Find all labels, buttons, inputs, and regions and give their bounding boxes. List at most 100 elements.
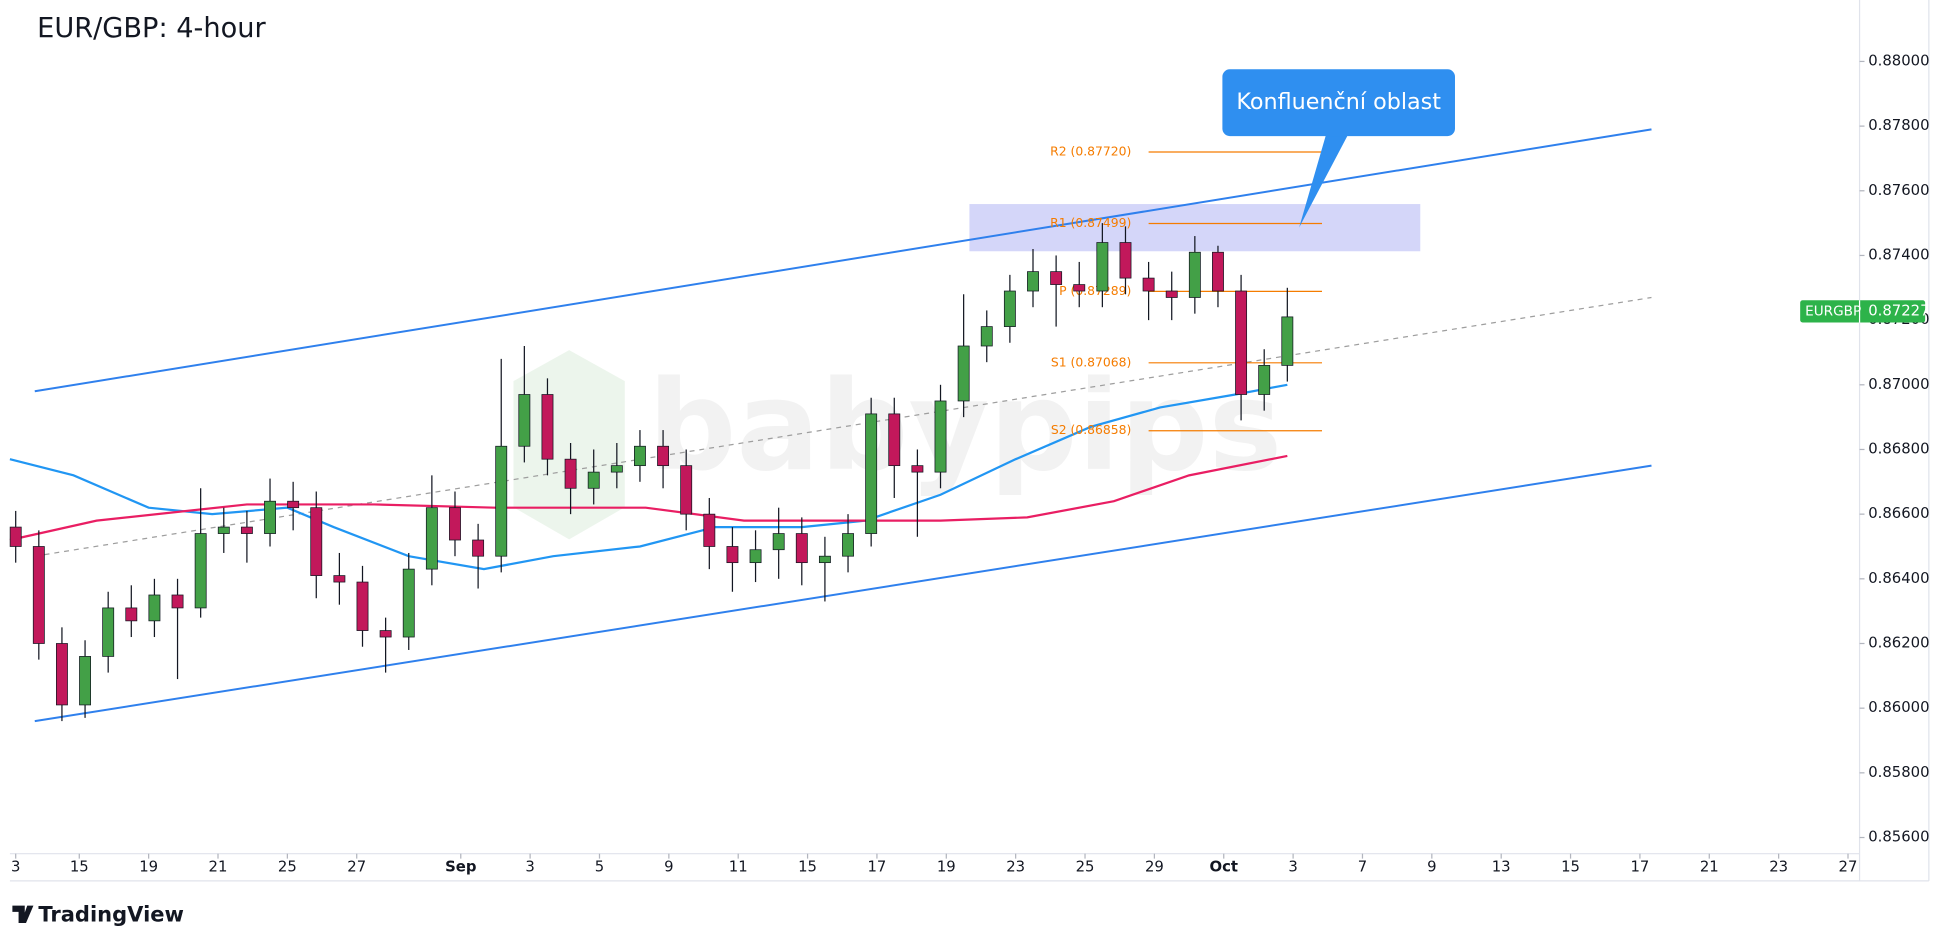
- candle-body: [1096, 242, 1109, 292]
- candle-body: [79, 656, 91, 706]
- x-tick-label: 11: [729, 858, 748, 875]
- candle-body: [957, 345, 970, 402]
- moving-average: [9, 454, 1288, 542]
- last-price-value: 0.87227: [1868, 302, 1929, 319]
- candle-body: [217, 526, 230, 534]
- x-tick-label: 17: [1630, 858, 1649, 875]
- candle-body: [425, 507, 438, 570]
- candle-body: [1119, 242, 1132, 279]
- moving-average: [9, 383, 1288, 571]
- candle-body: [102, 607, 115, 657]
- x-tick-label: 15: [798, 858, 817, 875]
- candle-body: [379, 630, 392, 638]
- y-tick-label: 0.86400: [1868, 570, 1929, 587]
- x-tick-label: 7: [1358, 858, 1367, 875]
- candle-body: [1027, 271, 1039, 292]
- candle-body: [726, 546, 739, 564]
- x-tick-label: 17: [868, 858, 887, 875]
- chart-title: EUR/GBP: 4-hour: [37, 13, 266, 44]
- y-tick-label: 0.87800: [1868, 117, 1929, 134]
- candle-body: [287, 500, 300, 509]
- candle-body: [634, 445, 646, 467]
- candle-body: [1050, 271, 1063, 285]
- candle-body: [9, 526, 22, 547]
- candle-body: [1165, 290, 1178, 298]
- logo-mark: [12, 905, 34, 923]
- x-tick-label: 19: [937, 858, 956, 875]
- y-tick-label: 0.86200: [1868, 634, 1929, 651]
- candle-body: [842, 533, 854, 557]
- x-tick-label: 15: [70, 858, 89, 875]
- candle-body: [240, 526, 253, 534]
- candle-body: [795, 533, 808, 564]
- x-tick-label: 9: [1427, 858, 1436, 875]
- footer-logo: TradingView: [12, 902, 184, 927]
- candle-body: [934, 400, 947, 473]
- channel-line: [34, 464, 1652, 723]
- x-tick-label: 3: [11, 858, 20, 875]
- x-tick-label: 5: [595, 858, 604, 875]
- candle-body: [518, 394, 531, 447]
- candle-body: [449, 507, 461, 541]
- y-tick-label: 0.87400: [1868, 246, 1929, 263]
- x-tick-label: 19: [139, 858, 158, 875]
- y-tick-label: 0.87000: [1868, 376, 1929, 393]
- x-tick-label: 3: [1288, 858, 1297, 875]
- y-tick-label: 0.87600: [1868, 182, 1929, 199]
- x-tick-label: 13: [1492, 858, 1511, 875]
- candle-body: [472, 539, 485, 557]
- candle-body: [1235, 290, 1248, 395]
- x-tick-label: 9: [664, 858, 673, 875]
- candle-body: [55, 643, 68, 706]
- x-tick-label: 3: [525, 858, 534, 875]
- candle-body: [171, 594, 184, 609]
- x-tick-label: 29: [1145, 858, 1164, 875]
- candle-body: [541, 394, 554, 460]
- candle-body: [564, 458, 577, 489]
- candle-body: [888, 413, 901, 467]
- candle-body: [610, 465, 623, 473]
- candle-body: [749, 549, 762, 564]
- candle-body: [865, 413, 878, 534]
- candle-body: [495, 445, 508, 557]
- candle-body: [980, 326, 993, 347]
- candle-body: [818, 555, 831, 564]
- x-tick-label: 25: [278, 858, 297, 875]
- last-price-symbol: EURGBP: [1805, 303, 1861, 319]
- candle-body: [333, 575, 346, 583]
- x-tick-label: 23: [1006, 858, 1025, 875]
- y-tick-label: 0.88000: [1868, 52, 1929, 69]
- y-tick-label: 0.85800: [1868, 764, 1929, 781]
- y-tick-label: 0.86600: [1868, 505, 1929, 522]
- watermark-logo: [513, 350, 625, 540]
- plot-area: R2 (0.87720) R1 (0.87499) P (0.87289) S1 (0…: [9, 128, 1652, 723]
- candle-body: [587, 471, 600, 489]
- callout-box: [1222, 69, 1455, 137]
- candle-body: [1281, 316, 1294, 366]
- candle-body: [911, 465, 924, 473]
- x-tick-label: 27: [347, 858, 366, 875]
- x-tick-label: 27: [1839, 858, 1858, 875]
- candle-body: [402, 568, 415, 638]
- channel-line: [34, 128, 1652, 393]
- x-tick-label: Sep: [445, 858, 476, 875]
- x-tick-label: Oct: [1210, 858, 1238, 875]
- x-tick-label: 23: [1769, 858, 1788, 875]
- x-tick-label: 25: [1076, 858, 1095, 875]
- y-tick-label: 0.86000: [1868, 699, 1929, 716]
- candle-body: [264, 500, 276, 534]
- candle-body: [1073, 284, 1086, 292]
- x-tick-label: 21: [209, 858, 228, 875]
- annotation: Konfluenční oblast: [1236, 89, 1441, 115]
- x-tick-label: 21: [1700, 858, 1719, 875]
- y-tick-label: 0.86800: [1868, 440, 1929, 457]
- x-tick-label: 15: [1561, 858, 1580, 875]
- candle-body: [703, 513, 716, 547]
- y-tick-label: 0.85600: [1868, 829, 1929, 846]
- pivot-label: R2 (0.87720): [1050, 144, 1131, 158]
- pivot-label: S2 (0.86858): [1051, 423, 1131, 437]
- candle-body: [148, 594, 161, 622]
- candle-body: [772, 533, 785, 551]
